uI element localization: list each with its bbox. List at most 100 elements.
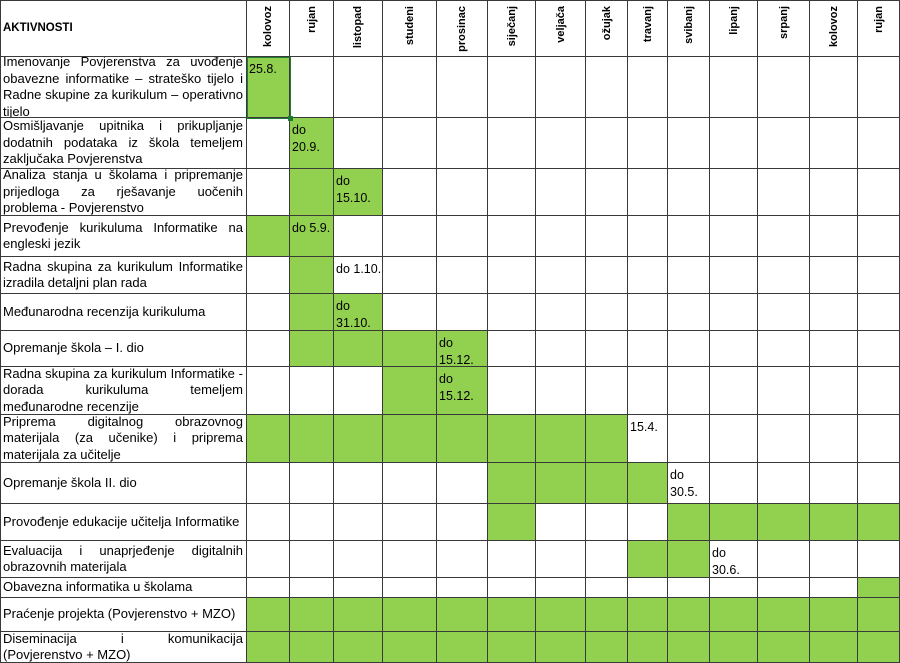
timeline-cell[interactable]: [628, 578, 668, 598]
timeline-cell-active[interactable]: [488, 504, 536, 541]
timeline-cell[interactable]: [710, 216, 758, 257]
activity-cell[interactable]: Međunarodna recenzija kurikuluma: [0, 294, 247, 331]
timeline-cell[interactable]: [437, 504, 488, 541]
timeline-cell-active[interactable]: [810, 598, 858, 632]
timeline-cell-active[interactable]: [488, 463, 536, 504]
timeline-cell[interactable]: [536, 367, 586, 415]
header-month-7[interactable]: ožujak: [586, 0, 628, 57]
timeline-cell[interactable]: [334, 541, 383, 578]
header-month-1[interactable]: rujan: [290, 0, 334, 57]
timeline-cell[interactable]: [628, 169, 668, 216]
timeline-cell[interactable]: do 30.6.: [710, 541, 758, 578]
timeline-cell[interactable]: [247, 169, 290, 216]
timeline-cell[interactable]: [668, 415, 710, 463]
header-month-4[interactable]: prosinac: [437, 0, 488, 57]
timeline-cell[interactable]: [758, 415, 810, 463]
timeline-cell-active[interactable]: [586, 598, 628, 632]
timeline-cell[interactable]: [668, 216, 710, 257]
timeline-cell[interactable]: [628, 504, 668, 541]
timeline-cell-active[interactable]: [488, 415, 536, 463]
timeline-cell[interactable]: [858, 118, 900, 169]
timeline-cell[interactable]: [810, 541, 858, 578]
timeline-cell[interactable]: [710, 118, 758, 169]
timeline-cell-active[interactable]: [668, 598, 710, 632]
timeline-cell[interactable]: [668, 118, 710, 169]
timeline-cell[interactable]: [247, 331, 290, 367]
timeline-cell-active[interactable]: [290, 169, 334, 216]
timeline-cell[interactable]: [586, 331, 628, 367]
timeline-cell[interactable]: [488, 169, 536, 216]
timeline-cell[interactable]: [858, 463, 900, 504]
header-month-13[interactable]: rujan: [858, 0, 900, 57]
timeline-cell-active[interactable]: [247, 598, 290, 632]
timeline-cell-active[interactable]: [536, 632, 586, 663]
timeline-cell[interactable]: [858, 216, 900, 257]
timeline-cell[interactable]: [586, 57, 628, 118]
timeline-cell[interactable]: [758, 216, 810, 257]
timeline-cell-active[interactable]: [247, 632, 290, 663]
timeline-cell-active[interactable]: [586, 463, 628, 504]
timeline-cell-active[interactable]: [290, 415, 334, 463]
timeline-cell-active[interactable]: [586, 415, 628, 463]
timeline-cell[interactable]: [628, 257, 668, 294]
header-month-2[interactable]: listopad: [334, 0, 383, 57]
timeline-cell-active[interactable]: [536, 415, 586, 463]
timeline-cell-active[interactable]: [858, 598, 900, 632]
timeline-cell[interactable]: [586, 118, 628, 169]
activity-cell[interactable]: Praćenje projekta (Povjerenstvo + MZO): [0, 598, 247, 632]
activity-cell[interactable]: Diseminacija i komunikacija (Povjerenstv…: [0, 632, 247, 663]
timeline-cell[interactable]: [334, 57, 383, 118]
header-month-12[interactable]: kolovoz: [810, 0, 858, 57]
timeline-cell[interactable]: [536, 331, 586, 367]
timeline-cell[interactable]: [710, 294, 758, 331]
timeline-cell[interactable]: [437, 257, 488, 294]
timeline-cell[interactable]: [488, 57, 536, 118]
timeline-cell[interactable]: [758, 57, 810, 118]
header-month-5[interactable]: siječanj: [488, 0, 536, 57]
timeline-cell-active[interactable]: [383, 367, 437, 415]
timeline-cell[interactable]: [858, 169, 900, 216]
timeline-cell[interactable]: [437, 57, 488, 118]
timeline-cell-active[interactable]: do 20.9.: [290, 118, 334, 169]
timeline-cell-active[interactable]: [758, 598, 810, 632]
timeline-cell[interactable]: [488, 578, 536, 598]
timeline-cell[interactable]: [383, 118, 437, 169]
timeline-cell[interactable]: [628, 367, 668, 415]
header-month-9[interactable]: svibanj: [668, 0, 710, 57]
timeline-cell[interactable]: [810, 331, 858, 367]
timeline-cell-active[interactable]: [290, 294, 334, 331]
timeline-cell[interactable]: [383, 504, 437, 541]
timeline-cell[interactable]: [247, 367, 290, 415]
timeline-cell[interactable]: [710, 169, 758, 216]
timeline-cell-active[interactable]: [858, 632, 900, 663]
timeline-cell-active[interactable]: [290, 257, 334, 294]
timeline-cell[interactable]: [247, 294, 290, 331]
timeline-cell[interactable]: [383, 463, 437, 504]
timeline-cell-active[interactable]: [383, 331, 437, 367]
timeline-cell[interactable]: [536, 216, 586, 257]
timeline-cell[interactable]: [858, 541, 900, 578]
timeline-cell[interactable]: [668, 367, 710, 415]
timeline-cell-active[interactable]: [334, 598, 383, 632]
timeline-cell[interactable]: [858, 415, 900, 463]
timeline-cell-active[interactable]: [628, 463, 668, 504]
timeline-cell[interactable]: [383, 57, 437, 118]
activity-cell[interactable]: Evaluacija i unaprjeđenje digitalnih obr…: [0, 541, 247, 578]
timeline-cell-active[interactable]: [710, 598, 758, 632]
activity-cell[interactable]: Opremanje škola – I. dio: [0, 331, 247, 367]
timeline-cell-active[interactable]: do 5.9.: [290, 216, 334, 257]
timeline-cell-active[interactable]: [290, 598, 334, 632]
timeline-cell-active[interactable]: [586, 632, 628, 663]
timeline-cell[interactable]: [858, 331, 900, 367]
timeline-cell-active[interactable]: [810, 504, 858, 541]
timeline-cell[interactable]: [536, 578, 586, 598]
timeline-cell-active[interactable]: [437, 632, 488, 663]
timeline-cell-active[interactable]: [858, 504, 900, 541]
timeline-cell[interactable]: [290, 57, 334, 118]
header-month-11[interactable]: srpanj: [758, 0, 810, 57]
timeline-cell[interactable]: [858, 294, 900, 331]
timeline-cell-active[interactable]: [247, 216, 290, 257]
timeline-cell-active[interactable]: [628, 598, 668, 632]
timeline-cell[interactable]: [488, 367, 536, 415]
timeline-cell[interactable]: [810, 463, 858, 504]
